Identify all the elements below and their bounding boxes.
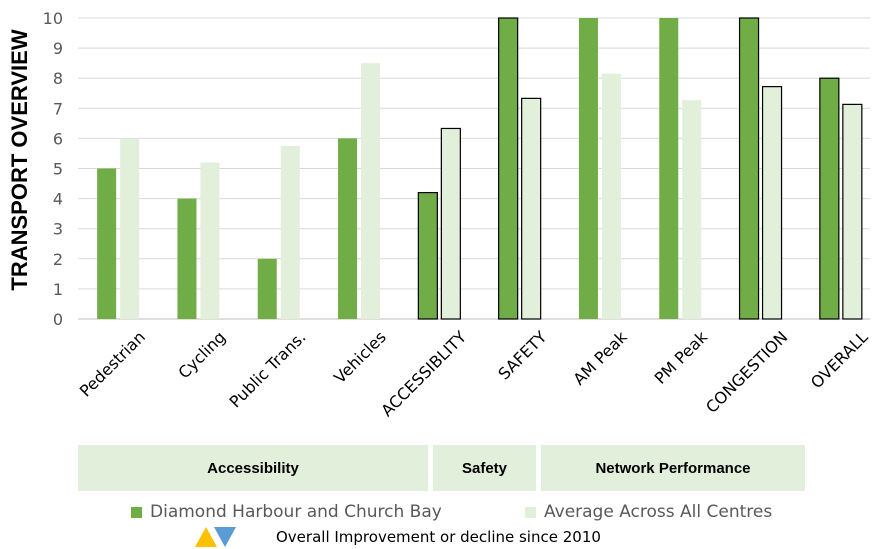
legend-label-series1: Diamond Harbour and Church Bay (150, 502, 442, 522)
y-tick-label: 1 (53, 280, 63, 299)
bar-series1 (738, 17, 760, 320)
group-safety: Safety (433, 445, 536, 491)
legend-swatch-series1 (131, 506, 142, 518)
bar-series1 (819, 77, 840, 320)
legend-entry-series1: Diamond Harbour and Church Bay (131, 501, 442, 523)
trend-note-text: Overall Improvement or decline since 201… (276, 528, 601, 546)
x-tick-label: ACCESSIBLITY (377, 327, 470, 420)
group-safety-label: Safety (461, 459, 508, 477)
bar-series1 (338, 138, 358, 319)
x-tick-label: Vehicles (330, 327, 390, 387)
triangle-down-icon (214, 527, 236, 547)
bar-series2 (440, 127, 461, 320)
bar-series2 (280, 145, 300, 319)
bar-series1 (257, 258, 277, 319)
trend-note: Overall Improvement or decline since 201… (195, 525, 601, 549)
y-tick-label: 10 (43, 9, 63, 28)
y-tick-label: 3 (53, 220, 63, 239)
x-tick-label: PM Peak (651, 327, 712, 388)
bar-series2 (682, 100, 702, 319)
y-axis-title-text: TRANSPORT OVERVIEW (7, 29, 32, 291)
bar-series2 (361, 63, 381, 320)
y-tick-label: 5 (53, 160, 63, 179)
triangle-up-icon (195, 527, 217, 547)
bar-series2 (761, 86, 783, 320)
x-tick-label: Cycling (174, 327, 229, 382)
y-tick-label: 8 (53, 69, 63, 88)
x-tick-label: AM Peak (569, 327, 631, 389)
y-tick-label: 0 (53, 310, 63, 329)
bar-series2 (842, 103, 863, 320)
group-accessibility-label: Accessibility (207, 459, 299, 477)
y-tick-label: 9 (53, 39, 63, 58)
y-tick-label: 4 (53, 190, 63, 209)
y-tick-label: 6 (53, 129, 63, 148)
bar-series1 (498, 17, 519, 320)
legend-swatch-series2 (525, 506, 536, 518)
x-tick-label: CONGESTION (702, 327, 791, 416)
x-tick-label: OVERALL (807, 327, 872, 392)
bar-series2 (200, 162, 220, 319)
bar-series2 (521, 97, 542, 320)
x-tick-label: SAFETY (494, 327, 550, 383)
legend-entry-series2: Average Across All Centres (525, 501, 772, 523)
y-tick-label: 2 (53, 250, 63, 269)
x-tick-label: Pedestrian (76, 327, 149, 400)
legend-label-series2: Average Across All Centres (544, 502, 773, 522)
x-tick-label: Public Trans. (226, 327, 310, 411)
bar-series2 (601, 73, 621, 319)
bar-series1 (659, 18, 679, 319)
bar-series2 (120, 138, 140, 319)
bar-series1 (97, 168, 117, 319)
group-accessibility: Accessibility (78, 445, 428, 491)
bar-series1 (177, 198, 197, 319)
bar-series1 (578, 18, 598, 319)
y-tick-label: 7 (53, 99, 63, 118)
y-axis-title: TRANSPORT OVERVIEW (0, 0, 40, 320)
group-network-performance: Network Performance (541, 445, 805, 491)
bar-series1 (417, 191, 438, 320)
group-network-performance-label: Network Performance (595, 459, 751, 477)
